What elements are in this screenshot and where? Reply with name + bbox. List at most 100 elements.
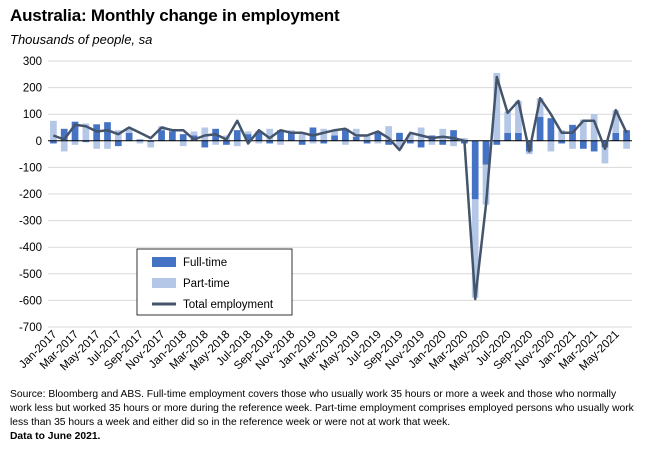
bar-full-time [82,140,90,143]
bar-part-time [385,126,393,141]
bar-part-time [471,199,479,298]
bar-full-time [439,140,447,145]
bar-full-time [579,140,587,149]
bar-part-time [244,131,252,135]
bar-part-time [114,130,122,141]
bar-full-time [601,140,609,148]
data-as-of: Data to June 2021. [10,431,101,442]
bar-part-time [179,140,187,147]
bar-part-time [428,140,436,145]
bar-part-time [147,142,155,148]
bar-full-time [320,140,328,144]
bar-part-time [450,140,457,147]
bar-full-time [60,128,68,141]
bar-full-time [233,130,241,141]
bar-part-time [590,114,598,141]
legend-full-time-label: Full-time [183,257,227,269]
bar-full-time [406,140,414,144]
bar-part-time [331,130,338,136]
bar-part-time [493,72,501,141]
bar-full-time [342,128,349,141]
bar-full-time [201,140,209,148]
total-employment-line [52,75,628,301]
bar-full-time [179,134,187,141]
bar-part-time [125,127,133,133]
source-text: Source: Bloomberg and ABS. Full-time emp… [10,389,634,428]
y-tick-label: 300 [23,56,42,68]
bar-part-time [558,130,566,141]
bar-part-time [504,111,511,133]
bar-part-time [93,140,101,149]
bar-part-time [612,110,620,133]
bar-part-time [287,130,295,133]
bar-part-time [417,127,425,141]
bar-full-time [255,131,263,141]
bar-part-time [396,140,403,149]
bar-part-time [547,140,555,152]
bar-part-time [525,151,533,155]
bar-full-time [396,132,403,141]
bar-full-time [136,139,144,141]
employment-chart: -700-600-500-400-300-200-1000100200300Ja… [17,56,632,373]
bar-full-time [515,132,522,141]
bar-full-time [493,140,501,145]
source-note: Source: Bloomberg and ABS. Full-time emp… [10,388,640,444]
y-tick-label: 100 [23,109,42,121]
chart-title: Australia: Monthly change in employment [10,6,340,25]
bar-part-time [515,100,522,133]
bar-part-time [104,140,111,149]
bar-part-time [82,123,90,141]
y-tick-label: -600 [19,295,42,307]
bar-part-time [277,140,284,145]
bar-full-time [169,131,176,141]
bar-full-time [385,140,393,145]
bar-full-time [277,130,284,141]
bar-full-time [471,140,479,200]
bar-full-time [363,140,371,144]
bar-full-time [309,127,317,141]
bar-part-time [536,98,544,117]
bar-part-time [623,140,630,149]
bar-part-time [71,140,79,145]
bar-part-time [309,140,317,144]
bar-full-time [623,130,630,141]
bar-full-time [331,135,338,141]
bar-part-time [363,135,371,141]
bar-full-time [558,140,566,144]
y-tick-label: -200 [19,189,42,201]
bar-full-time [244,134,252,141]
bar-part-time [342,140,349,145]
y-tick-label: -500 [19,269,42,281]
bar-full-time [590,140,598,152]
bar-full-time [125,132,133,141]
bar-full-time [536,116,544,141]
bar-full-time [482,140,490,165]
bar-part-time [201,127,209,141]
y-tick-label: 200 [23,83,42,95]
y-tick-label: -700 [19,322,42,334]
bar-full-time [417,140,425,148]
bar-part-time [579,119,587,141]
legend: Full-time Part-time Total employment [136,248,293,316]
bar-part-time [601,147,609,164]
bar-part-time [320,128,328,141]
bar-part-time [482,164,490,205]
bar-full-time [223,140,230,145]
bar-part-time [352,128,360,137]
bar-part-time [266,128,274,141]
bar-part-time [255,140,263,144]
legend-total-employment-label: Total employment [183,299,274,311]
legend-part-time-swatch [152,278,176,288]
bar-full-time [450,130,457,141]
bar-part-time [233,140,241,147]
bar-part-time [50,120,57,141]
bar-full-time [504,132,511,141]
bar-full-time [352,136,360,141]
chart-subtitle: Thousands of people, sa [10,32,153,47]
bar-part-time [298,134,306,141]
bar-full-time [50,140,57,144]
bar-part-time [569,140,576,149]
bar-full-time [114,140,122,147]
y-tick-label: -300 [19,216,42,228]
bar-part-time [60,140,68,152]
